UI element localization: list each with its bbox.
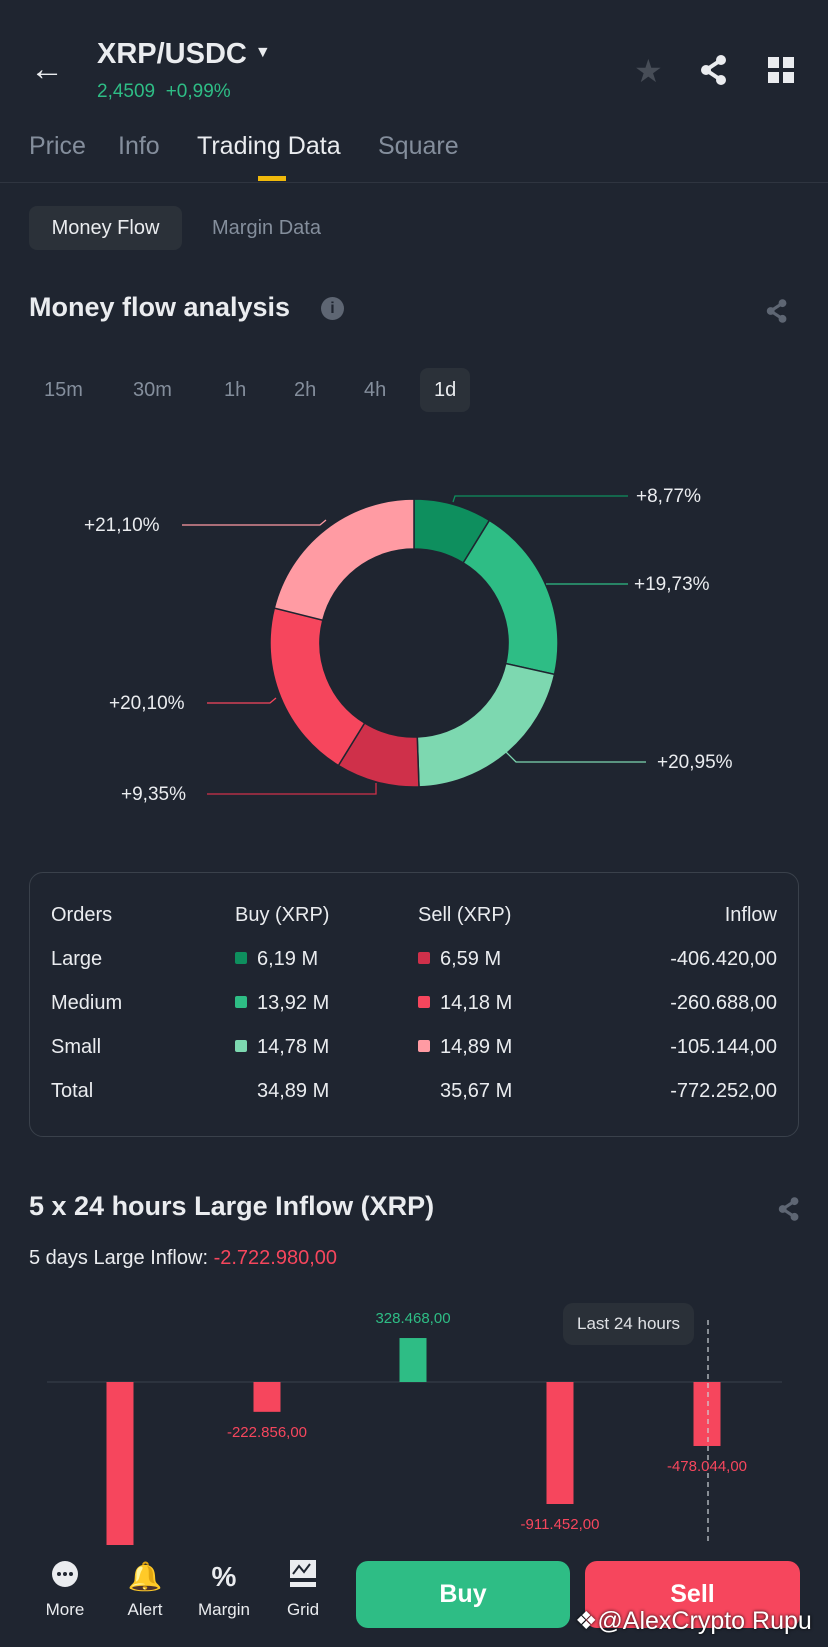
tab-price[interactable]: Price (29, 132, 86, 160)
donut-label-large-sell: +9,35% (121, 784, 186, 805)
donut-segment-1 (462, 519, 559, 676)
interval-2h[interactable]: 2h (294, 379, 317, 401)
nav-more[interactable]: More (35, 1560, 95, 1620)
col-inflow: Inflow (724, 904, 777, 926)
inflow-value: -772.252,00 (670, 1080, 777, 1102)
leader-line (182, 519, 327, 526)
col-orders: Orders (51, 904, 113, 926)
buy-volume: 14,78 M (257, 1036, 330, 1058)
inflow-value: -260.688,00 (670, 992, 777, 1014)
bar-value-label: -478.044,00 (666, 1457, 748, 1475)
more-icon (35, 1560, 95, 1594)
col-buy: Buy (XRP) (235, 904, 330, 926)
tab-square[interactable]: Square (378, 132, 459, 160)
buy-volume: 34,89 M (257, 1080, 330, 1102)
money-flow-donut-chart (182, 495, 646, 795)
inflow-value: -406.420,00 (670, 948, 777, 970)
last-price: 2,4509 (97, 81, 156, 102)
leader-line (207, 783, 377, 795)
margin-percent-icon: % (211, 1561, 237, 1592)
donut-label-medium-sell: +20,10% (109, 693, 185, 714)
back-button[interactable]: ← (30, 50, 64, 88)
interval-4h[interactable]: 4h (364, 379, 387, 401)
price-change: +0,99% (165, 81, 231, 102)
donut-label-small-buy: +20,95% (657, 752, 733, 773)
order-size: Small (51, 1036, 102, 1058)
large-inflow-bar-chart (47, 1320, 782, 1560)
subtab-money-flow[interactable]: Money Flow (29, 206, 182, 250)
grid-bot-icon (273, 1560, 333, 1594)
inflow-bar[interactable] (399, 1338, 427, 1382)
share-icon[interactable] (778, 1197, 800, 1221)
caret-down-icon: ▼ (254, 44, 271, 61)
nav-alert[interactable]: 🔔 Alert (115, 1560, 175, 1620)
sell-volume: 14,89 M (440, 1036, 513, 1058)
interval-1d[interactable]: 1d (420, 368, 471, 412)
col-sell: Sell (XRP) (418, 904, 512, 926)
tabs-divider (0, 182, 828, 183)
order-size: Total (51, 1080, 94, 1102)
leader-line (207, 697, 277, 704)
bar-value-label: 328.468,00 (375, 1310, 451, 1328)
table-row-total: Total 34,89 M 35,67 M -772.252,00 (30, 1080, 798, 1108)
inflow-value: -105.144,00 (670, 1036, 777, 1058)
donut-label-medium-buy: +19,73% (634, 574, 710, 595)
bell-icon: 🔔 (127, 1561, 163, 1592)
sell-volume: 14,18 M (440, 992, 513, 1014)
nav-grid[interactable]: Grid (273, 1560, 333, 1620)
table-row: Large 6,19 M 6,59 M -406.420,00 (30, 948, 798, 976)
bar-value-label: -222.856,00 (226, 1423, 308, 1441)
info-icon[interactable]: i (321, 297, 344, 320)
inflow-bar[interactable] (253, 1382, 281, 1412)
leader-line (452, 495, 628, 503)
nav-label: Grid (286, 1600, 320, 1619)
watermark: ❖@AlexCrypto Rupu (575, 1607, 812, 1635)
donut-label-small-sell: +21,10% (84, 515, 160, 536)
donut-label-large-buy: +8,77% (636, 486, 701, 507)
table-row: Medium 13,92 M 14,18 M -260.688,00 (30, 992, 798, 1020)
pair-title[interactable]: XRP/USDC ▼ (97, 38, 271, 71)
share-icon[interactable] (766, 299, 788, 323)
buy-volume: 6,19 M (257, 948, 319, 970)
interval-30m[interactable]: 30m (133, 379, 172, 401)
money-flow-table: Orders Buy (XRP) Sell (XRP) Inflow Large… (29, 872, 799, 1137)
star-icon[interactable]: ★ (634, 53, 663, 89)
table-row: Small 14,78 M 14,89 M -105.144,00 (30, 1036, 798, 1064)
buy-volume: 13,92 M (257, 992, 330, 1014)
inflow-bar[interactable] (693, 1382, 721, 1446)
sell-volume: 35,67 M (440, 1080, 513, 1102)
section-title: Money flow analysis (29, 292, 291, 322)
donut-segment-4 (269, 607, 366, 767)
five-day-inflow-value: -2.722.980,00 (213, 1247, 337, 1269)
inflow-bar[interactable] (546, 1382, 574, 1504)
share-icon[interactable] (700, 55, 728, 85)
grid-menu-icon[interactable] (768, 57, 794, 83)
interval-15m[interactable]: 15m (44, 379, 83, 401)
inflow-bar[interactable] (106, 1382, 134, 1560)
active-tab-indicator (258, 176, 286, 181)
donut-segment-2 (416, 662, 556, 788)
subtab-margin-data[interactable]: Margin Data (212, 217, 321, 239)
tab-trading-data[interactable]: Trading Data (197, 132, 341, 160)
table-header: Orders Buy (XRP) Sell (XRP) Inflow (30, 904, 798, 932)
sell-volume: 6,59 M (440, 948, 502, 970)
order-size: Medium (51, 992, 123, 1014)
nav-label: Alert (127, 1600, 163, 1619)
donut-segment-5 (273, 498, 415, 622)
nav-label: More (45, 1600, 85, 1619)
tab-info[interactable]: Info (118, 132, 160, 160)
bar-value-label: -911.452,00 (520, 1516, 600, 1533)
nav-label: Margin (198, 1600, 250, 1619)
nav-margin[interactable]: % Margin (194, 1560, 254, 1620)
interval-1h[interactable]: 1h (224, 379, 247, 401)
sell-button[interactable]: Sell (585, 1561, 800, 1628)
buy-button[interactable]: Buy (356, 1561, 570, 1628)
binance-logo-icon: ❖ (575, 1607, 598, 1635)
order-size: Large (51, 948, 103, 970)
five-day-inflow-label: 5 days Large Inflow: (29, 1247, 208, 1269)
large-inflow-title: 5 x 24 hours Large Inflow (XRP) (29, 1191, 435, 1221)
tooltip: Last 24 hours (563, 1303, 695, 1345)
pair-name: XRP/USDC (97, 38, 247, 70)
leader-line (503, 749, 646, 763)
